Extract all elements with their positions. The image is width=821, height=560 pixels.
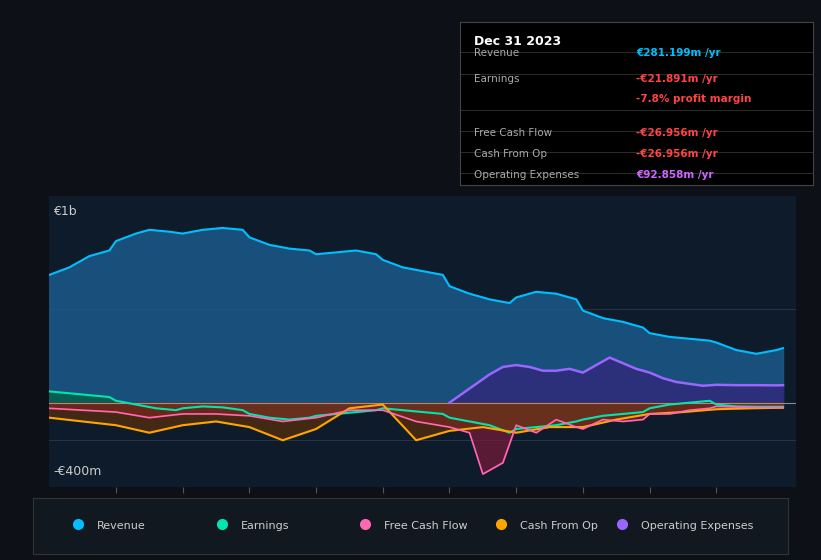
Text: -7.8% profit margin: -7.8% profit margin (636, 94, 752, 104)
Text: -€400m: -€400m (53, 465, 101, 478)
Text: €1b: €1b (53, 205, 76, 218)
Text: Cash From Op: Cash From Op (520, 521, 598, 531)
Text: Free Cash Flow: Free Cash Flow (384, 521, 468, 531)
Text: Operating Expenses: Operating Expenses (641, 521, 753, 531)
Text: -€26.956m /yr: -€26.956m /yr (636, 128, 718, 138)
Text: €281.199m /yr: €281.199m /yr (636, 48, 721, 58)
Text: Operating Expenses: Operating Expenses (474, 170, 579, 180)
Text: Dec 31 2023: Dec 31 2023 (474, 35, 561, 48)
Text: Revenue: Revenue (474, 48, 519, 58)
Text: Free Cash Flow: Free Cash Flow (474, 128, 552, 138)
Text: Cash From Op: Cash From Op (474, 149, 547, 159)
Text: Earnings: Earnings (241, 521, 289, 531)
Text: -€26.956m /yr: -€26.956m /yr (636, 149, 718, 159)
Text: Earnings: Earnings (474, 74, 520, 84)
Text: €92.858m /yr: €92.858m /yr (636, 170, 713, 180)
Text: Revenue: Revenue (97, 521, 146, 531)
Text: -€21.891m /yr: -€21.891m /yr (636, 74, 718, 84)
